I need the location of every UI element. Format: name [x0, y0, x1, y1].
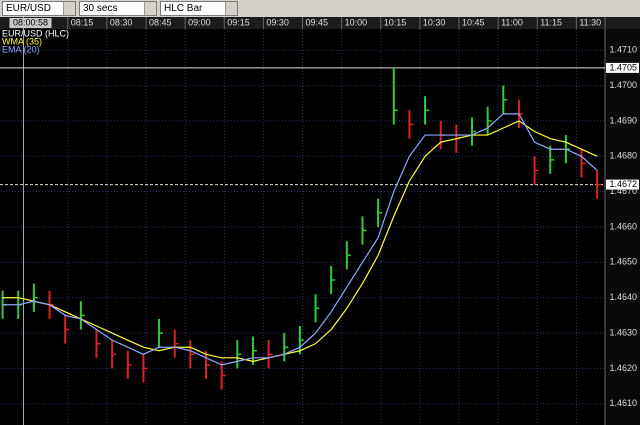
x-tick-label: 10:00 — [345, 17, 368, 27]
x-tick-label: 10:30 — [423, 17, 446, 27]
indicator-line — [2, 120, 598, 362]
y-tick-label: 1.4690 — [609, 115, 637, 125]
cursor-label: 08:00:58 — [13, 17, 48, 27]
x-tick-label: 09:30 — [266, 17, 289, 27]
x-tick-label: 11:30 — [579, 17, 601, 27]
y-tick-label: 1.4640 — [609, 292, 637, 302]
interval-dropdown[interactable]: 30 secs — [79, 1, 157, 16]
price-marker-label: 1.4672 — [609, 179, 637, 189]
price-marker-box — [606, 179, 639, 190]
y-tick-label: 1.4700 — [609, 80, 637, 90]
x-tick-label: 08:45 — [149, 17, 172, 27]
y-tick-label: 1.4710 — [609, 45, 637, 55]
symbol-dropdown[interactable]: EUR/USD — [2, 1, 76, 16]
chart-type-dropdown[interactable]: HLC Bar — [160, 1, 238, 16]
x-tick-label: 08:30 — [110, 17, 133, 27]
y-tick-label: 1.4660 — [609, 221, 637, 231]
cursor-label-box — [9, 18, 52, 28]
price-axis-bar — [605, 29, 640, 425]
y-tick-label: 1.4630 — [609, 327, 637, 337]
y-tick-label: 1.4620 — [609, 363, 637, 373]
y-tick-label: 1.4670 — [609, 186, 637, 196]
legend-title: EUR/USD (HLC) — [2, 28, 69, 38]
y-tick-label: 1.4680 — [609, 151, 637, 161]
x-tick-label: 10:45 — [462, 17, 485, 27]
x-tick-label: 08:15 — [71, 17, 94, 27]
indicator-line — [2, 113, 598, 366]
legend-entry: WMA (35) — [2, 36, 42, 46]
y-tick-label: 1.4650 — [609, 257, 637, 267]
price-marker-box — [606, 62, 639, 73]
y-tick-label: 1.4610 — [609, 398, 637, 408]
price-marker-label: 1.4705 — [609, 62, 637, 72]
toolbar: EUR/USD 30 secs HLC Bar — [0, 0, 640, 17]
x-tick-label: 10:15 — [384, 17, 407, 27]
x-tick-label: 11:15 — [540, 17, 562, 27]
x-tick-label: 11:00 — [501, 17, 523, 27]
x-tick-label: 09:45 — [306, 17, 329, 27]
x-tick-label: 09:15 — [227, 17, 250, 27]
x-tick-label: 09:00 — [188, 17, 211, 27]
time-axis-bar — [0, 17, 640, 29]
legend-entry: EMA (20) — [2, 44, 40, 54]
